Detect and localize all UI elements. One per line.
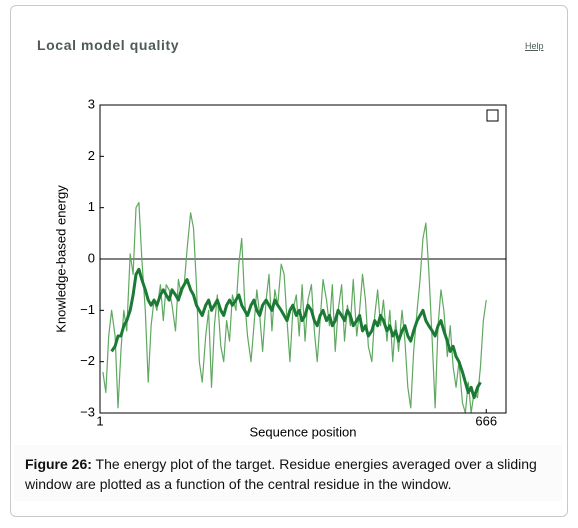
x-axis-label: Sequence position <box>250 424 357 439</box>
x-tick-label: 666 <box>475 413 497 428</box>
series-line <box>110 267 482 400</box>
plot-frame <box>99 104 507 414</box>
panel-title: Local model quality <box>37 37 180 53</box>
y-tick-label: 3 <box>88 96 95 111</box>
y-tick-label: 1 <box>88 199 95 214</box>
y-tick-label: −1 <box>80 302 95 317</box>
y-tick-label: 2 <box>88 148 95 163</box>
y-tick-label: −3 <box>80 404 95 419</box>
x-tick-label: 1 <box>96 413 103 428</box>
series-line <box>102 201 487 414</box>
caption-label: Figure 26: <box>25 456 92 472</box>
caption-text: Figure 26: The energy plot of the target… <box>14 445 562 494</box>
help-link[interactable]: Help <box>525 41 544 51</box>
legend-box <box>486 109 499 122</box>
y-axis-label: Knowledge-based energy <box>53 185 68 333</box>
caption-body: The energy plot of the target. Residue e… <box>25 456 537 492</box>
y-tick-label: −2 <box>80 353 95 368</box>
y-tick-label: 0 <box>88 250 95 265</box>
caption: Figure 26: The energy plot of the target… <box>14 445 562 501</box>
